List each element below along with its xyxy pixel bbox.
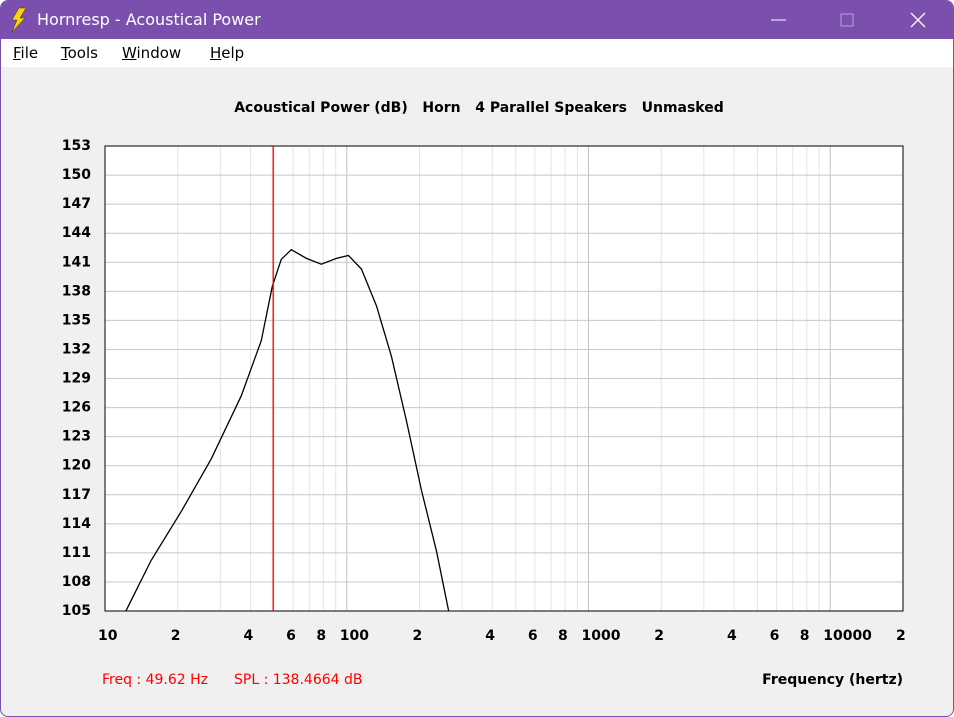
x-axis-label: Frequency (hertz) — [762, 672, 903, 688]
x-tick-label: 2 — [654, 628, 664, 644]
x-tick-label: 4 — [485, 628, 495, 644]
y-tick-label: 123 — [62, 429, 91, 445]
menu-bar: File Tools Window Help — [1, 39, 953, 67]
x-tick-label: 8 — [800, 628, 810, 644]
close-button[interactable] — [910, 12, 926, 28]
menu-item[interactable]: Window — [122, 44, 182, 62]
x-tick-label: 10000 — [823, 628, 872, 644]
x-tick-label: 2 — [171, 628, 181, 644]
y-tick-label: 132 — [62, 341, 91, 357]
x-tick-label: 10 — [98, 628, 118, 644]
app-icon — [11, 7, 27, 33]
x-tick-label: 6 — [286, 628, 296, 644]
cursor-spl: SPL : 138.4664 dB — [234, 672, 363, 688]
plot-border — [104, 145, 904, 612]
maximize-button[interactable] — [840, 13, 854, 27]
power-curve — [125, 248, 450, 612]
y-tick-label: 117 — [62, 487, 91, 503]
y-tick-label: 144 — [62, 225, 91, 241]
title-bar: Hornresp - Acoustical Power — [1, 1, 953, 39]
y-tick-label: 135 — [62, 312, 91, 328]
x-tick-label: 4 — [244, 628, 254, 644]
x-tick-label: 6 — [770, 628, 780, 644]
x-tick-label: 8 — [558, 628, 568, 644]
y-tick-label: 126 — [62, 400, 91, 416]
y-tick-label: 129 — [62, 371, 91, 387]
window-title: Hornresp - Acoustical Power — [37, 10, 261, 29]
x-tick-label: 100 — [340, 628, 369, 644]
y-tick-label: 105 — [62, 603, 91, 619]
y-tick-label: 141 — [62, 254, 91, 270]
y-tick-label: 108 — [62, 574, 91, 590]
y-tick-label: 120 — [62, 458, 91, 474]
x-tick-label: 8 — [316, 628, 326, 644]
y-tick-label: 150 — [62, 167, 91, 183]
y-tick-label: 114 — [62, 516, 91, 532]
y-tick-label: 153 — [62, 138, 91, 154]
chart-title: Acoustical Power (dB) Horn 4 Parallel Sp… — [234, 100, 724, 116]
menu-item[interactable]: Tools — [61, 44, 98, 62]
cursor-freq: Freq : 49.62 Hz — [102, 672, 208, 688]
x-tick-label: 6 — [528, 628, 538, 644]
y-tick-label: 147 — [62, 196, 91, 212]
menu-item[interactable]: Help — [210, 44, 245, 62]
menu-item[interactable]: File — [13, 44, 39, 62]
y-tick-label: 138 — [62, 283, 91, 299]
title-icons — [11, 7, 926, 33]
x-tick-label: 2 — [413, 628, 423, 644]
y-tick-label: 111 — [62, 545, 91, 561]
x-tick-label: 4 — [727, 628, 737, 644]
x-tick-label: 2 — [896, 628, 906, 644]
x-tick-label: 1000 — [581, 628, 620, 644]
